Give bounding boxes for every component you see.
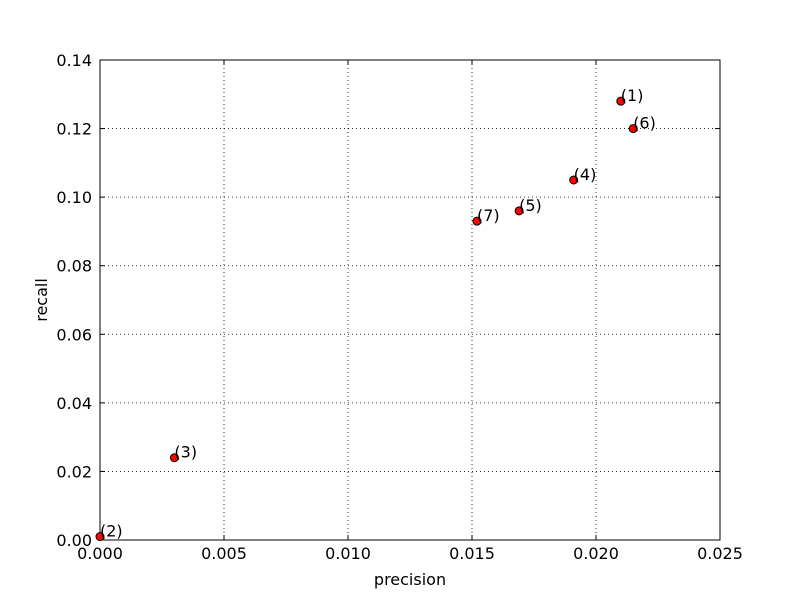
point-label: (4) [574,165,597,184]
point-label: (7) [477,206,500,225]
x-tick-label: 0.000 [77,544,123,563]
plot-area [99,59,721,541]
y-axis-label: recall [32,278,51,322]
data-point [616,96,626,106]
x-tick-label: 0.025 [697,544,743,563]
point-label: (5) [519,196,542,215]
data-point [628,124,638,134]
y-tick-label: 0.02 [56,462,92,481]
grid [100,60,720,540]
data-point [569,175,579,185]
data-point [472,216,482,226]
y-tick-label: 0.10 [56,188,92,207]
x-tick-label: 0.020 [573,544,619,563]
y-tick-label: 0.08 [56,257,92,276]
y-tick-label: 0.12 [56,120,92,139]
x-axis-label: precision [374,570,446,589]
point-label: (1) [621,86,644,105]
point-label: (2) [100,522,123,541]
data-point [95,532,105,542]
y-tick-label: 0.06 [56,325,92,344]
data-point [514,206,524,216]
data-points: (1) (2) (3) (4) (5) (6) (7) [95,86,656,542]
x-tick-label: 0.005 [201,544,247,563]
x-tick-label: 0.015 [449,544,495,563]
y-tick-label: 0.00 [56,531,92,550]
y-tick-label: 0.14 [56,51,92,70]
point-label: (3) [174,443,197,462]
data-point [169,453,179,463]
x-tick-label: 0.010 [325,544,371,563]
point-label: (6) [633,114,656,133]
axis-ticks: 0.000 0.005 0.010 0.015 0.020 0.025 0.00 0.02 0.… [56,51,743,563]
y-tick-label: 0.04 [56,394,92,413]
